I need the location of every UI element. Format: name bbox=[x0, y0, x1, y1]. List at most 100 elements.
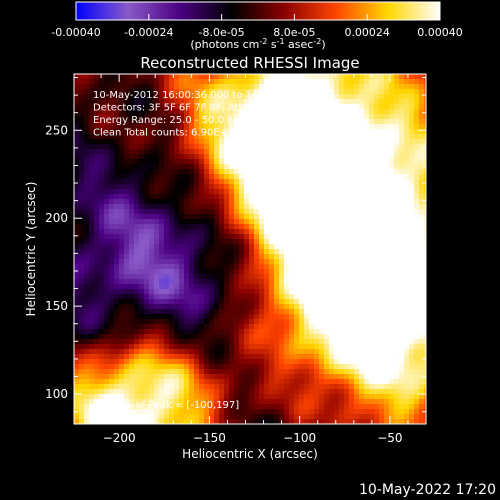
heatmap-cell bbox=[359, 219, 365, 225]
heatmap-cell bbox=[144, 379, 150, 385]
heatmap-cell bbox=[389, 124, 395, 130]
heatmap-cell bbox=[84, 409, 90, 415]
heatmap-cell bbox=[339, 229, 345, 235]
heatmap-cell bbox=[229, 184, 235, 190]
heatmap-cell bbox=[424, 139, 426, 145]
heatmap-cell bbox=[264, 139, 270, 145]
heatmap-cell bbox=[214, 414, 220, 420]
heatmap-cell bbox=[199, 74, 205, 80]
heatmap-cell bbox=[204, 384, 210, 390]
heatmap-cell bbox=[174, 234, 180, 240]
heatmap-cell bbox=[179, 159, 185, 165]
heatmap-cell bbox=[284, 409, 290, 415]
heatmap-cell bbox=[144, 164, 150, 170]
heatmap-cell bbox=[299, 399, 305, 405]
heatmap-cell bbox=[354, 249, 360, 255]
heatmap-cell bbox=[419, 359, 425, 365]
heatmap-cell bbox=[224, 149, 230, 155]
heatmap-cell bbox=[324, 234, 330, 240]
heatmap-cell bbox=[169, 179, 175, 185]
heatmap-cell bbox=[149, 304, 155, 310]
heatmap-cell bbox=[169, 144, 175, 150]
heatmap-cell bbox=[169, 319, 175, 325]
heatmap-cell bbox=[254, 344, 260, 350]
heatmap-cell bbox=[119, 234, 125, 240]
heatmap-cell bbox=[404, 334, 410, 340]
heatmap-cell bbox=[259, 164, 265, 170]
heatmap-cell bbox=[89, 189, 95, 195]
heatmap-cell bbox=[264, 259, 270, 265]
heatmap-cell bbox=[279, 154, 285, 160]
heatmap-cell bbox=[294, 384, 300, 390]
heatmap-cell bbox=[99, 264, 105, 270]
heatmap-cell bbox=[374, 309, 380, 315]
heatmap-cell bbox=[159, 389, 165, 395]
heatmap-cell bbox=[169, 204, 175, 210]
heatmap-cell bbox=[364, 109, 370, 115]
heatmap-cell bbox=[344, 284, 350, 290]
heatmap-cell bbox=[264, 129, 270, 135]
heatmap-cell bbox=[79, 284, 85, 290]
heatmap-cell bbox=[414, 194, 420, 200]
heatmap-cell bbox=[419, 149, 425, 155]
heatmap-cell bbox=[219, 334, 225, 340]
heatmap-cell bbox=[224, 334, 230, 340]
heatmap-cell bbox=[264, 119, 270, 125]
heatmap-cell bbox=[329, 99, 335, 105]
heatmap-cell bbox=[239, 179, 245, 185]
heatmap-cell bbox=[324, 149, 330, 155]
heatmap-cell bbox=[279, 414, 285, 420]
heatmap-cell bbox=[354, 89, 360, 95]
heatmap-cell bbox=[79, 119, 85, 125]
heatmap-cell bbox=[334, 394, 340, 400]
heatmap-cell bbox=[354, 184, 360, 190]
heatmap-cell bbox=[159, 314, 165, 320]
heatmap-cell bbox=[179, 394, 185, 400]
heatmap-cell bbox=[94, 339, 100, 345]
heatmap-cell bbox=[304, 374, 310, 380]
heatmap-cell bbox=[99, 334, 105, 340]
heatmap-cell bbox=[419, 129, 425, 135]
heatmap-cell bbox=[159, 244, 165, 250]
heatmap-cell bbox=[379, 269, 385, 275]
heatmap-cell bbox=[119, 244, 125, 250]
heatmap-cell bbox=[144, 214, 150, 220]
heatmap-cell bbox=[144, 394, 150, 400]
heatmap-cell bbox=[394, 249, 400, 255]
heatmap-cell bbox=[319, 154, 325, 160]
heatmap-cell bbox=[289, 124, 295, 130]
heatmap-cell bbox=[389, 179, 395, 185]
heatmap-cell bbox=[359, 104, 365, 110]
heatmap-cell bbox=[184, 149, 190, 155]
heatmap-cell bbox=[259, 279, 265, 285]
heatmap-cell bbox=[359, 394, 365, 400]
heatmap-cell bbox=[194, 409, 200, 415]
heatmap-cell bbox=[384, 349, 390, 355]
heatmap-cell bbox=[199, 334, 205, 340]
heatmap-cell bbox=[244, 314, 250, 320]
heatmap-cell bbox=[279, 224, 285, 230]
heatmap-cell bbox=[109, 134, 115, 140]
heatmap-cell bbox=[184, 334, 190, 340]
heatmap-cell bbox=[129, 139, 135, 145]
heatmap-cell bbox=[199, 119, 205, 125]
heatmap-cell bbox=[264, 249, 270, 255]
heatmap-cell bbox=[294, 329, 300, 335]
heatmap-cell bbox=[199, 124, 205, 130]
heatmap-cell bbox=[234, 409, 240, 415]
heatmap-cell bbox=[169, 414, 175, 420]
heatmap-cell bbox=[379, 149, 385, 155]
heatmap-cell bbox=[164, 104, 170, 110]
heatmap-cell bbox=[384, 389, 390, 395]
heatmap-cell bbox=[139, 414, 145, 420]
heatmap-cell bbox=[84, 169, 90, 175]
heatmap-cell bbox=[369, 344, 375, 350]
heatmap-cell bbox=[244, 369, 250, 375]
heatmap-cell bbox=[374, 124, 380, 130]
heatmap-cell bbox=[344, 199, 350, 205]
heatmap-cell bbox=[144, 384, 150, 390]
heatmap-cell bbox=[319, 409, 325, 415]
heatmap-cell bbox=[284, 234, 290, 240]
heatmap-cell bbox=[109, 194, 115, 200]
heatmap-cell bbox=[284, 219, 290, 225]
